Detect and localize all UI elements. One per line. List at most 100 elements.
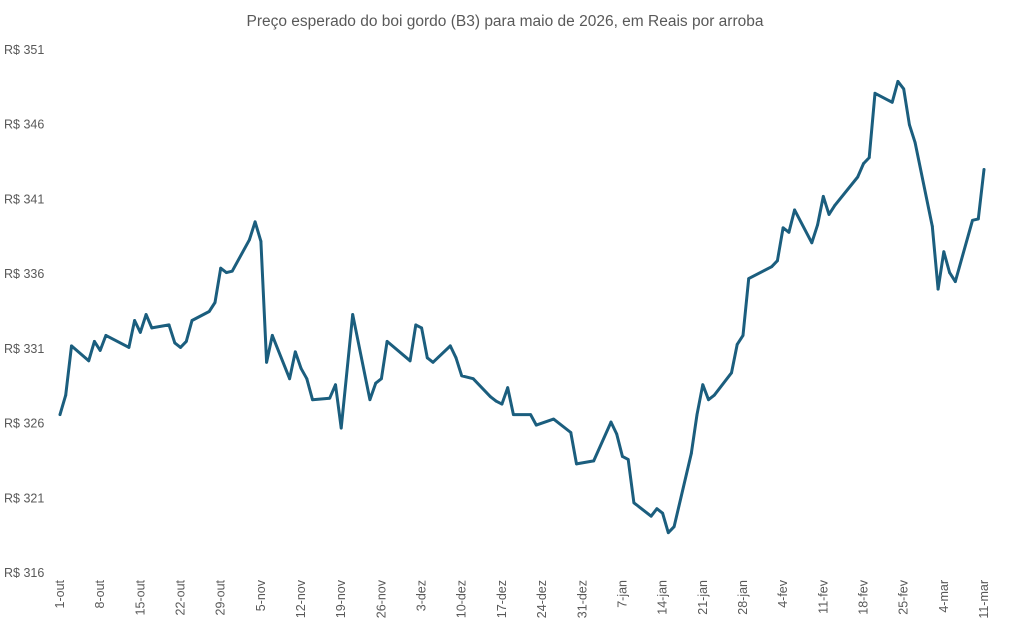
data-point bbox=[770, 265, 774, 269]
data-point bbox=[672, 525, 676, 529]
y-tick-label: R$ 336 bbox=[4, 267, 44, 281]
data-point bbox=[133, 319, 137, 322]
x-tick-label: 3-dez bbox=[415, 580, 429, 611]
data-point bbox=[253, 220, 257, 224]
data-point bbox=[821, 195, 825, 198]
data-point bbox=[781, 226, 785, 230]
data-point bbox=[190, 319, 194, 322]
x-tick-label: 5-nov bbox=[254, 579, 268, 611]
data-point bbox=[948, 271, 951, 275]
data-point bbox=[64, 393, 68, 397]
data-point bbox=[288, 377, 291, 381]
data-point bbox=[207, 310, 211, 313]
data-point bbox=[144, 313, 148, 316]
x-tick-label: 11-fev bbox=[816, 579, 830, 614]
data-point bbox=[890, 100, 894, 104]
data-point bbox=[896, 79, 900, 83]
data-point bbox=[592, 459, 596, 463]
data-point bbox=[420, 326, 423, 330]
y-tick-label: R$ 321 bbox=[4, 491, 44, 505]
data-point bbox=[98, 348, 102, 352]
data-point bbox=[247, 238, 251, 242]
data-point bbox=[712, 393, 716, 397]
data-point bbox=[506, 386, 510, 390]
data-point bbox=[265, 360, 269, 364]
data-point bbox=[810, 241, 814, 245]
data-point bbox=[982, 168, 986, 171]
x-tick-label: 28-jan bbox=[736, 580, 750, 615]
data-point bbox=[775, 259, 779, 263]
y-tick-label: R$ 351 bbox=[4, 43, 44, 57]
data-point bbox=[649, 514, 653, 518]
chart-title: Preço esperado do boi gordo (B3) para ma… bbox=[247, 13, 764, 30]
data-point bbox=[184, 339, 188, 343]
data-point bbox=[609, 420, 613, 424]
data-point bbox=[270, 334, 274, 337]
x-tick-label: 10-dez bbox=[455, 580, 469, 618]
x-tick-label: 15-out bbox=[133, 579, 147, 615]
data-point bbox=[494, 399, 498, 403]
data-point bbox=[293, 350, 297, 354]
x-tick-label: 24-dez bbox=[535, 580, 549, 618]
x-tick-label: 31-dez bbox=[575, 580, 589, 618]
data-point bbox=[666, 531, 670, 535]
data-point bbox=[569, 431, 573, 434]
y-tick-label: R$ 346 bbox=[4, 118, 44, 132]
x-tick-label: 7-jan bbox=[615, 580, 629, 608]
data-point bbox=[500, 402, 504, 406]
data-point bbox=[70, 344, 73, 348]
data-point bbox=[104, 334, 108, 337]
data-point bbox=[930, 224, 934, 228]
data-point bbox=[93, 339, 96, 343]
x-tick-label: 22-out bbox=[174, 579, 188, 615]
data-point bbox=[311, 398, 314, 402]
data-point bbox=[730, 371, 733, 375]
data-point bbox=[621, 455, 624, 458]
series-group bbox=[58, 79, 986, 535]
x-axis: 1-out 8-out 15-out 22-out 29-out 5-nov 12-nov 1… bbox=[53, 579, 991, 618]
data-point bbox=[454, 356, 458, 360]
data-point bbox=[953, 280, 957, 284]
x-tick-label: 26-nov bbox=[374, 579, 388, 618]
data-point bbox=[408, 359, 412, 363]
series-line bbox=[58, 79, 986, 535]
data-point bbox=[511, 413, 515, 417]
data-point bbox=[299, 366, 303, 370]
data-point bbox=[816, 223, 819, 227]
data-point bbox=[632, 501, 636, 505]
data-point bbox=[138, 331, 142, 334]
data-point bbox=[787, 230, 791, 234]
data-point bbox=[862, 162, 865, 165]
data-point bbox=[913, 141, 917, 145]
y-tick-label: R$ 331 bbox=[4, 342, 44, 356]
y-axis: R$ 316 R$ 321 R$ 326 R$ 331 R$ 336 R$ 341 R$ 3… bbox=[4, 43, 44, 580]
data-point bbox=[661, 511, 665, 515]
data-point bbox=[833, 204, 837, 207]
data-point bbox=[793, 208, 797, 212]
data-point bbox=[575, 462, 578, 466]
data-point bbox=[414, 323, 418, 327]
data-point bbox=[230, 269, 234, 273]
data-point bbox=[615, 432, 619, 436]
x-tick-label: 1-out bbox=[53, 579, 67, 608]
x-tick-label: 29-out bbox=[214, 579, 228, 615]
data-point bbox=[907, 123, 911, 127]
data-point bbox=[552, 417, 555, 421]
x-tick-label: 18-fev bbox=[856, 579, 870, 614]
data-point bbox=[173, 341, 177, 345]
data-point bbox=[379, 377, 383, 381]
y-tick-label: R$ 326 bbox=[4, 417, 44, 431]
x-tick-label: 4-mar bbox=[937, 580, 951, 613]
x-tick-label: 4-fev bbox=[776, 579, 790, 608]
data-point bbox=[936, 287, 940, 291]
data-point bbox=[305, 377, 309, 381]
data-point bbox=[150, 326, 154, 330]
data-point bbox=[368, 398, 372, 402]
data-point bbox=[695, 413, 699, 417]
data-point bbox=[707, 398, 710, 402]
data-point bbox=[339, 426, 343, 430]
data-point bbox=[626, 458, 630, 461]
data-point bbox=[735, 342, 739, 346]
data-point bbox=[873, 91, 877, 95]
